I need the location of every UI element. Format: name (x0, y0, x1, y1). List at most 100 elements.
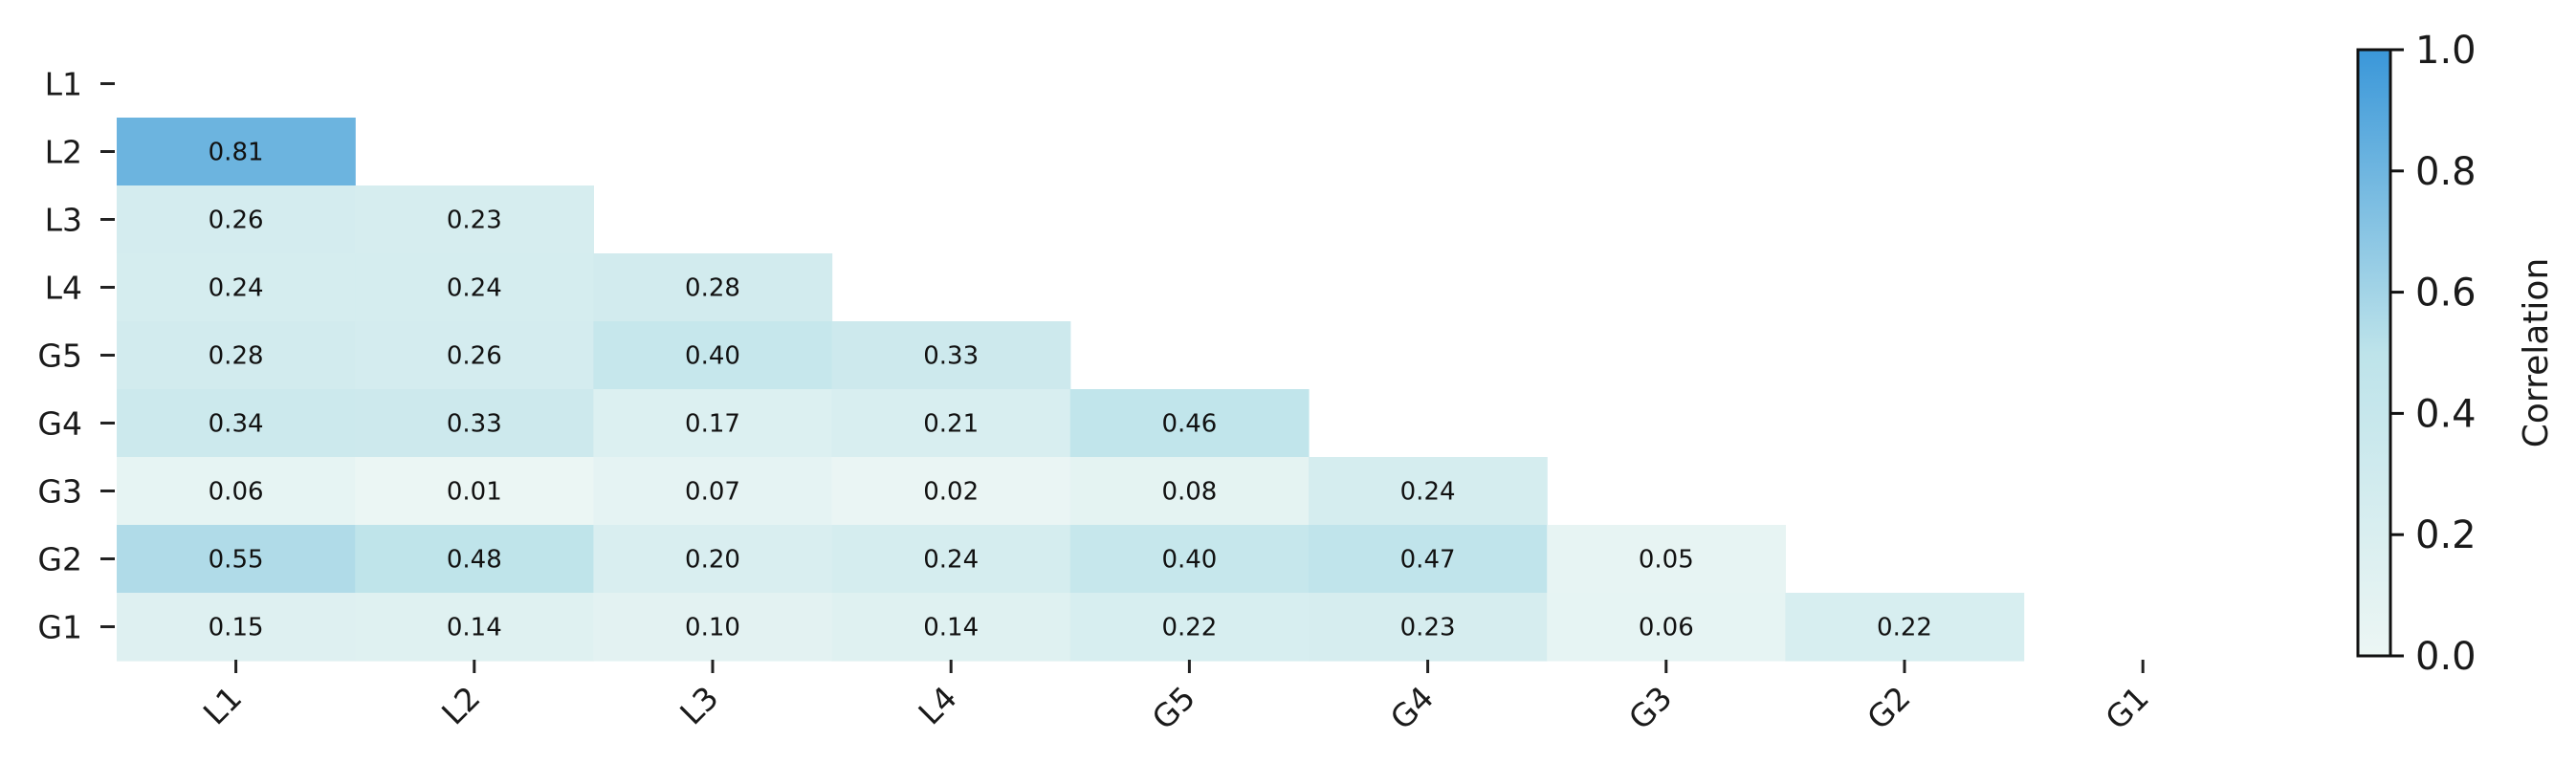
heatmap-cell (117, 389, 356, 458)
cell-value-label: 0.46 (1161, 410, 1217, 439)
x-tick-label: L4 (911, 679, 963, 731)
heatmap-cell (831, 389, 1071, 458)
cell-value-label: 0.47 (1400, 546, 1456, 575)
cell-value-label: 0.17 (685, 410, 740, 439)
cell-value-label: 0.24 (209, 274, 264, 303)
cell-value-label: 0.06 (209, 478, 264, 507)
cell-value-label: 0.55 (209, 546, 264, 575)
heatmap-cell (593, 321, 833, 390)
cell-value-label: 0.40 (1161, 546, 1217, 575)
cell-value-label: 0.26 (209, 207, 264, 235)
heatmap-cell (593, 457, 833, 526)
colorbar-tick-label: 0.2 (2415, 513, 2477, 557)
cell-value-label: 0.22 (1161, 614, 1217, 642)
heatmap-cell (1785, 593, 2025, 662)
heatmap-cell (593, 253, 833, 322)
cell-value-label: 0.05 (1639, 546, 1694, 575)
x-tick-label: L2 (434, 679, 487, 731)
cell-value-label: 0.14 (447, 614, 502, 642)
heatmap-cell (355, 185, 594, 254)
heatmap-cell (355, 457, 594, 526)
cell-value-label: 0.26 (447, 342, 502, 371)
x-tick-label: G2 (1860, 679, 1918, 737)
y-tick-label: L1 (45, 66, 82, 103)
cell-value-label: 0.24 (1400, 478, 1456, 507)
heatmap-cell (1547, 593, 1786, 662)
colorbar-gradient (2356, 48, 2392, 658)
cell-value-label: 0.07 (685, 478, 740, 507)
cell-value-label: 0.81 (209, 139, 264, 167)
cell-value-label: 0.28 (685, 274, 740, 303)
heatmap-cell (355, 525, 594, 594)
heatmap-cell (831, 457, 1071, 526)
cell-value-label: 0.14 (923, 614, 979, 642)
y-tick-label: L3 (45, 202, 82, 239)
heatmap-cell (1069, 389, 1310, 458)
colorbar-tick-label: 0.8 (2415, 150, 2477, 194)
colorbar-tick-label: 0.4 (2415, 392, 2477, 436)
x-tick-label: G3 (1621, 679, 1680, 737)
heatmap-cell (1309, 593, 1548, 662)
heatmap-cell (1547, 525, 1786, 594)
cell-value-label: 0.10 (685, 614, 740, 642)
y-tick-label: G5 (37, 338, 82, 375)
heatmap-cell (117, 253, 356, 322)
heatmap-cell (355, 321, 594, 390)
heatmap-cell (1309, 525, 1548, 594)
x-tick-label: G5 (1145, 679, 1203, 737)
cell-value-label: 0.02 (923, 478, 979, 507)
heatmap-cell (117, 118, 356, 186)
heatmap-cell (355, 389, 594, 458)
heatmap-cell (117, 457, 356, 526)
y-tick-label: L4 (45, 270, 82, 307)
y-tick-label: G1 (37, 609, 82, 646)
cell-value-label: 0.15 (209, 614, 264, 642)
heatmap-cell (1309, 457, 1548, 526)
heatmap-cell (117, 593, 356, 662)
cell-value-label: 0.20 (685, 546, 740, 575)
x-tick-label: L3 (672, 679, 725, 731)
cell-value-label: 0.06 (1639, 614, 1694, 642)
colorbar: 0.0 0.2 0.4 0.6 0.8 1.0 Correlation (2356, 29, 2556, 679)
cell-value-label: 0.33 (447, 410, 502, 439)
y-axis: L1 L2 L3 L4 G5 G4 G3 G2 G1 (37, 66, 115, 646)
cell-value-label: 0.22 (1877, 614, 1932, 642)
heatmap-cell (593, 593, 833, 662)
y-tick-label: G2 (37, 541, 82, 578)
cell-value-label: 0.23 (447, 207, 502, 235)
y-tick-label: G3 (37, 473, 82, 511)
x-tick-label: L1 (196, 679, 249, 731)
colorbar-tick-label: 0.6 (2415, 272, 2477, 316)
colorbar-label: Correlation (2517, 258, 2556, 448)
heatmap-cell (593, 389, 833, 458)
heatmap-cell (117, 321, 356, 390)
x-axis: L1 L2 L3 L4 G5 G4 G3 G2 G1 (196, 660, 2156, 737)
y-tick-label: G4 (37, 405, 82, 443)
cell-value-label: 0.34 (209, 410, 264, 439)
cell-value-label: 0.01 (447, 478, 502, 507)
cell-value-label: 0.28 (209, 342, 264, 371)
cell-value-label: 0.33 (923, 342, 979, 371)
x-tick-label: G1 (2098, 679, 2156, 737)
heatmap-cell (117, 525, 356, 594)
cell-value-label: 0.08 (1161, 478, 1217, 507)
colorbar-tick-label: 0.0 (2415, 635, 2477, 679)
cell-value-label: 0.48 (447, 546, 502, 575)
colorbar-ticks: 0.0 0.2 0.4 0.6 0.8 1.0 (2390, 29, 2477, 679)
heatmap-cell (831, 525, 1071, 594)
y-tick-label: L2 (45, 134, 82, 171)
colorbar-tick-label: 1.0 (2415, 29, 2477, 73)
cell-value-label: 0.40 (685, 342, 740, 371)
heatmap-cell (1069, 457, 1310, 526)
heatmap-cell (831, 593, 1071, 662)
heatmap-cell (1069, 525, 1310, 594)
heatmap-cell (1069, 593, 1310, 662)
cell-value-label: 0.21 (923, 410, 979, 439)
heatmap-cell (593, 525, 833, 594)
cell-value-label: 0.24 (447, 274, 502, 303)
x-tick-label: G4 (1383, 679, 1442, 737)
heatmap-cells: 0.81 0.26 0.23 0.24 0.24 0.28 0.28 0.26 0.40 0.33… (117, 118, 2025, 662)
cell-value-label: 0.23 (1400, 614, 1456, 642)
heatmap-cell (117, 185, 356, 254)
